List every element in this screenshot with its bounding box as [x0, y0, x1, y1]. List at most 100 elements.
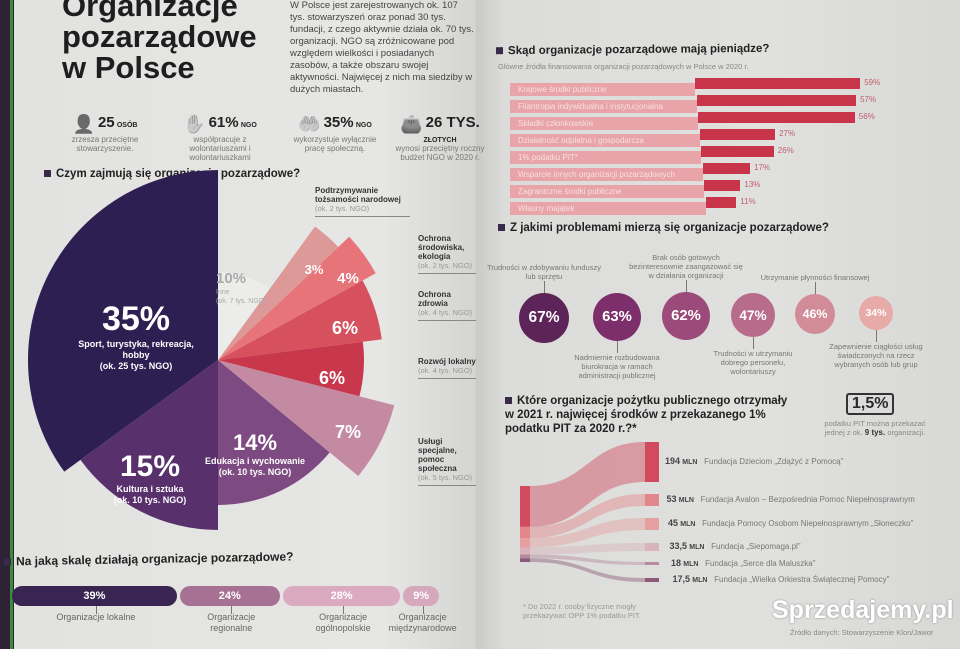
sankey-label: 194 MLN Fundacja Dzieciom „Zdążyć z Pomo…: [665, 456, 843, 466]
scale-value: 28%: [330, 590, 353, 602]
pie-value-label: 35%: [101, 300, 171, 338]
sankey-value: 53: [666, 494, 677, 504]
pie-category-label: Sport, turystyka, rekreacja, hobby: [78, 339, 194, 360]
funding-bar: [698, 112, 855, 123]
pie-category-label: Edukacja i wychowanie: [204, 456, 306, 466]
pie-slice: [218, 341, 365, 397]
sankey-source-segment: [520, 554, 530, 559]
problem-bubble: 63%: [593, 293, 641, 341]
problem-bubble: 62%: [662, 292, 710, 340]
sankey-source-segment: [520, 538, 530, 548]
sankey-flow: [530, 558, 645, 582]
problem-connector: [815, 282, 816, 294]
section-title-problems: Z jakimi problemami mierzą się organizac…: [498, 222, 829, 234]
callout-title: Ochrona zdrowia: [418, 290, 451, 308]
pie-note-label: (ok. 10 tys. NGO): [218, 467, 292, 477]
watermark-logo: Sprzedajemy.pl: [772, 596, 954, 624]
funding-category-label: Działalność odpłatna i gospodarcza: [510, 134, 700, 147]
problem-caption: Utrzymanie płynności finansowej: [760, 273, 870, 282]
pie-value-label: 10%: [216, 270, 247, 287]
scale-connector: [231, 606, 233, 614]
funding-bar: [702, 163, 751, 174]
sankey-unit: MLN: [689, 544, 705, 551]
stat-number: 61%: [208, 114, 239, 131]
pie-slice: [218, 360, 330, 505]
wallet-icon: 👛: [400, 114, 423, 135]
sankey-target-bar: [645, 518, 659, 530]
callout-note: (ok. 2 tys. NGO): [418, 261, 473, 270]
callout-note: (ok. 5 tys. NGO): [418, 473, 473, 482]
funding-value: 56%: [858, 112, 875, 121]
pie-slice: [218, 272, 270, 360]
sankey-org-name: Fundacja Dzieciom „Zdążyć z Pomocą”: [704, 457, 844, 466]
sankey-target-bar: [645, 578, 659, 582]
pit-badge-caption: podatku PIT można przekazać jednej z ok.…: [824, 419, 926, 437]
scale-category: Organizacje ogólnopolskie: [315, 612, 371, 633]
callout-title: Podtrzymywanie tożsamości narodowej: [315, 186, 401, 204]
stat-item: 👤 25 OSÓB zrzesza przeciętne stowarzyszen…: [55, 114, 155, 153]
problem-value: 67%: [528, 309, 560, 326]
problem-value: 46%: [802, 307, 828, 321]
activity-pie-chart: [27, 170, 395, 530]
pie-slice: [218, 360, 395, 477]
sankey-label: 45 MLN Fundacja Pomocy Osobom Niepełnosp…: [668, 518, 913, 528]
sankey-label: 53 MLN Fundacja Avalon – Bezpośrednia Po…: [667, 494, 915, 504]
sankey-value: 45: [668, 518, 679, 528]
stat-item: ✋ 61% NGO współpracuje z wolontariuszami …: [170, 114, 270, 162]
problem-bubble: 34%: [859, 296, 893, 330]
callout-title: Ochrona środowiska, ekologia: [418, 234, 465, 261]
sankey-value: 33,5: [669, 541, 688, 551]
funding-category-label: Wsparcie innych organizacji pozarządowyc…: [510, 168, 703, 181]
scale-category: Organizacje lokalne: [56, 612, 136, 622]
scale-value: 39%: [83, 590, 106, 602]
stat-unit: ZŁOTYCH: [423, 137, 457, 145]
funding-bar: [701, 146, 774, 157]
funding-bar: [696, 95, 857, 106]
stat-caption: wykorzystuje wyłącznie pracę społeczną.: [293, 135, 377, 154]
problem-caption: Trudności w zdobywaniu funduszy lub sprz…: [487, 263, 601, 281]
callout-title: Usługi specjalne, pomoc społeczna: [418, 437, 457, 473]
pie-category-label: Kultura i sztuka: [116, 484, 184, 494]
sankey-source-segment: [520, 526, 530, 538]
sankey-value: 18: [671, 557, 682, 568]
pie-callout: Usługi specjalne, pomoc społeczna (ok. 5 …: [418, 437, 476, 486]
stat-number: 35%: [323, 114, 354, 131]
pie-value-label: 3%: [304, 262, 324, 277]
callout-title: Rozwój lokalny: [418, 357, 476, 366]
problem-connector: [617, 341, 618, 353]
title-line: Organizacje: [62, 0, 238, 23]
funding-value: 57%: [860, 95, 877, 104]
scale-connector: [95, 606, 97, 614]
sankey-value: 17,5: [672, 574, 691, 584]
problem-caption: Trudności w utrzymaniu dobrego personelu…: [713, 349, 793, 376]
callout-note: (ok. 4 tys. NGO): [418, 366, 473, 375]
pie-slice: [218, 226, 339, 360]
sankey-source-segment: [520, 486, 530, 527]
pie-slice: [218, 280, 382, 360]
callout-note: (ok. 2 tys. NGO): [315, 204, 370, 213]
funding-value: 13%: [744, 180, 761, 189]
stat-number: 26 TYS.: [425, 114, 480, 131]
pie-callout: Podtrzymywanie tożsamości narodowej (ok. …: [315, 186, 410, 217]
problem-value: 62%: [671, 308, 701, 324]
pie-value-label: 14%: [232, 430, 278, 455]
funding-bar: [705, 197, 737, 208]
pie-callout: Ochrona zdrowia (ok. 4 tys. NGO): [418, 290, 476, 321]
title-line: w Polsce: [62, 50, 195, 85]
scale-segment: 28%: [282, 586, 401, 606]
person-icon: 👤: [72, 114, 95, 135]
sankey-org-name: Fundacja „Serce dla Maluszka”: [705, 558, 816, 568]
funding-category-label: Filantropia indywidualna i instytucjonal…: [510, 100, 697, 113]
stat-caption: wynosi przeciętny roczny budżet NGO w 20…: [395, 144, 485, 163]
sankey-unit: MLN: [682, 459, 698, 466]
scale-connector: [343, 606, 345, 614]
title-line: pozarządowe: [62, 19, 257, 54]
pie-callout: Rozwój lokalny (ok. 4 tys. NGO): [418, 357, 476, 379]
sankey-org-name: Fundacja „Siepomaga.pl”: [711, 542, 801, 551]
funding-category-label: Własny majątek: [510, 202, 706, 215]
sankey-flow: [530, 442, 645, 527]
sankey-target-bar: [645, 562, 659, 565]
stat-caption: współpracuje z wolontariuszami i wolonta…: [189, 135, 251, 163]
pie-value-label: 6%: [318, 368, 345, 388]
